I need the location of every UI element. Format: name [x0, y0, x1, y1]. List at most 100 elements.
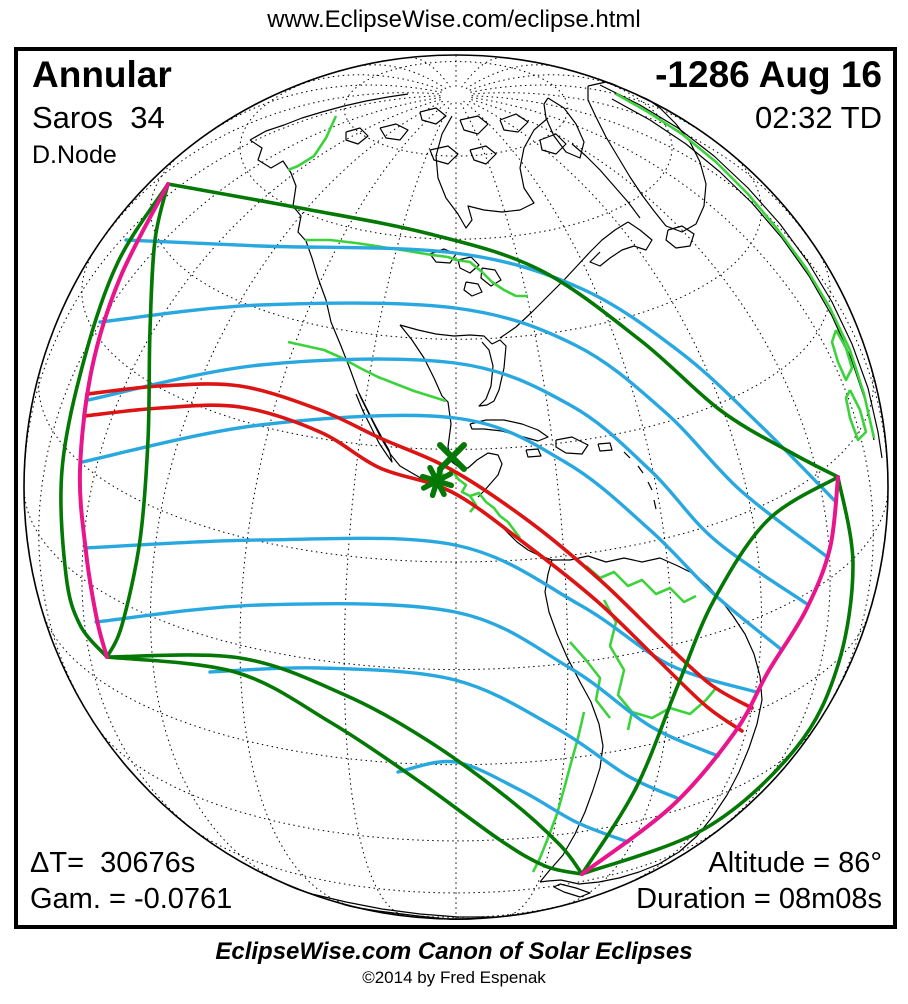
delta-t-label: ΔT= 30676s [30, 847, 196, 879]
penumbral-limit [59, 182, 855, 876]
central-path-limit-path [82, 403, 744, 733]
coastline-path [665, 225, 695, 249]
graticule [23, 55, 889, 919]
node-label: D.Node [32, 141, 117, 169]
border-path [830, 329, 854, 382]
graticule-line [354, 64, 449, 91]
border-path [585, 565, 697, 604]
graticule-line [42, 612, 870, 766]
border-path [615, 92, 876, 439]
graticule-line [38, 367, 42, 386]
coastline-path [647, 481, 653, 491]
coastline-path [543, 97, 585, 159]
graticule-line [463, 64, 558, 91]
border-path [287, 340, 447, 403]
graticule-line [466, 99, 763, 885]
graticule-line [468, 98, 831, 833]
coastline-path [589, 221, 653, 267]
border-path [305, 238, 528, 298]
coastline-path [623, 451, 631, 459]
eclipse-type-label: Annular [32, 54, 172, 95]
graticule-line [150, 153, 182, 211]
sunrise-sunset-curve-path [77, 182, 170, 659]
border-path [631, 687, 717, 720]
coastline-path [457, 256, 480, 274]
eclipse-outline-curve-path [98, 301, 828, 558]
penumbral-limit-path [59, 182, 170, 659]
coastline-path [478, 339, 507, 407]
coastline-path [469, 145, 497, 165]
eclipse-markers [419, 442, 467, 499]
duration-label: Duration = 08m08s [636, 883, 882, 915]
graticule-line [149, 99, 446, 885]
central-path-limit-path [85, 382, 754, 710]
coastline-path [469, 419, 549, 442]
coastline-path [463, 281, 483, 297]
graticule-line [459, 101, 569, 917]
coastline-path [459, 115, 489, 135]
greatest-eclipse-star-icon [419, 463, 455, 499]
footer-copyright: ©2014 by Fred Espenak [362, 968, 546, 987]
graticule-line [81, 252, 94, 292]
eclipse-outline-curve-path [94, 602, 720, 758]
eclipse-outline-curve-path [396, 759, 630, 844]
penumbral-limit-path [105, 653, 584, 876]
altitude-label: Altitude = 86° [708, 847, 882, 879]
coastline-path [480, 267, 502, 287]
coastline-path [553, 883, 591, 898]
graticule-line [205, 84, 443, 136]
eclipse-outline-curve-path [208, 666, 679, 800]
coastline-path [499, 221, 629, 339]
graticule-line [81, 98, 444, 833]
coastline-path [599, 84, 883, 459]
penumbral-limit-path [105, 655, 584, 876]
penumbral-limit-path [580, 475, 840, 876]
coastline-path [345, 127, 369, 145]
coastline-path [429, 145, 459, 165]
eclipse-time-label: 02:32 TD [755, 100, 882, 135]
sunrise-sunset-curve [77, 182, 840, 876]
border-path [569, 641, 612, 719]
graticule-line [81, 252, 831, 450]
graticule-line [239, 100, 449, 906]
graticule-line [463, 100, 673, 906]
border-path [844, 389, 868, 442]
page-url-header: www.EclipseWise.com/eclipse.html [267, 6, 641, 33]
eclipse-outline-curve-path [124, 238, 836, 502]
penumbral-limit-path [105, 182, 170, 659]
coastline-path [435, 115, 549, 229]
coastline-path [539, 555, 763, 885]
graticule-line [95, 726, 817, 842]
coastline-path [399, 324, 493, 345]
coastline-path [555, 436, 589, 455]
sunrise-sunset-curve-path [580, 475, 840, 876]
coastline-path [419, 107, 447, 125]
penumbral-limit-path [166, 182, 840, 479]
coastline-path [379, 123, 409, 141]
saros-label: Saros 34 [32, 100, 165, 135]
coastline-path [653, 499, 657, 510]
coastline-path [597, 442, 613, 452]
coastline-path [539, 559, 604, 883]
eclipse-outline-curve-path [80, 413, 784, 652]
penumbral-limit-path [580, 475, 855, 876]
eclipse-outline-curve-path [86, 357, 809, 606]
eclipse-outline-curve [80, 238, 836, 844]
graticule-line [343, 61, 569, 157]
coastline-path [525, 448, 542, 458]
border-path [287, 115, 338, 172]
footer-title: EclipseWise.com Canon of Solar Eclipses [215, 938, 693, 965]
coastline-path [249, 93, 409, 141]
map-frame [14, 47, 897, 929]
coastline-path [499, 113, 529, 133]
globe-limb [23, 54, 889, 920]
graticule-line [343, 101, 453, 917]
coastline-path [571, 143, 641, 219]
gamma-label: Gam. = -0.0761 [30, 883, 233, 915]
eclipse-date-label: -1286 Aug 16 [655, 54, 882, 95]
eclipse-outline-curve-path [83, 536, 758, 694]
graticule-line [469, 84, 707, 136]
greatest-duration-cross-icon [437, 442, 467, 472]
